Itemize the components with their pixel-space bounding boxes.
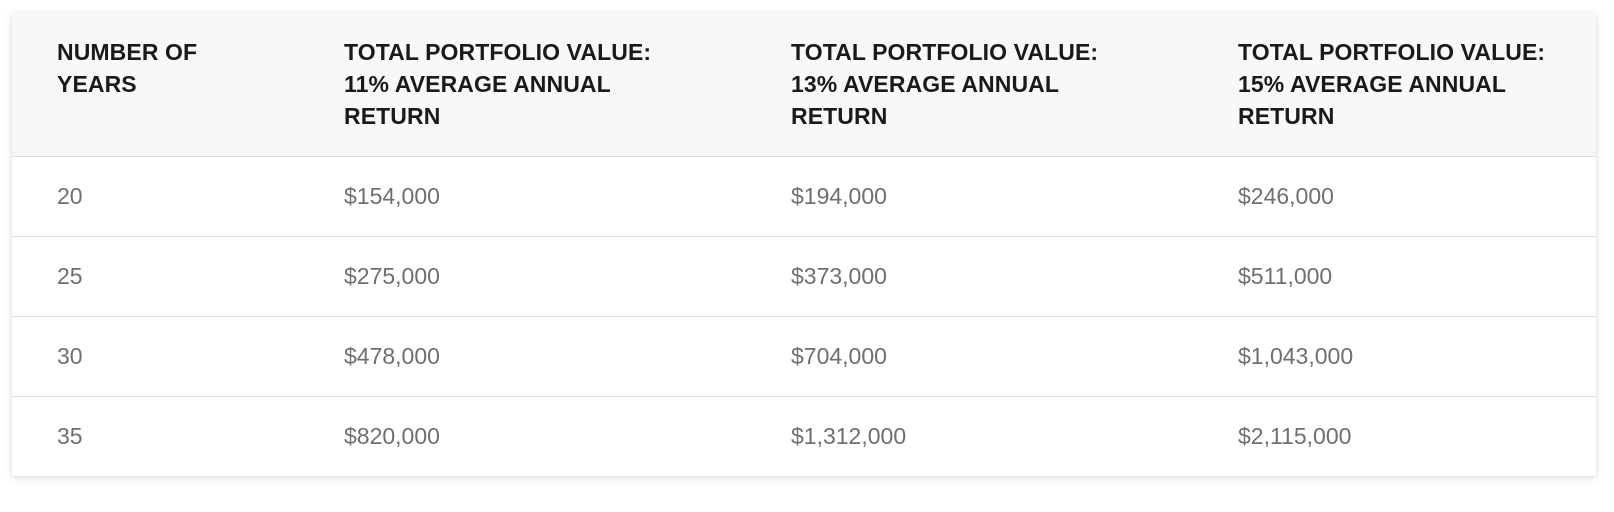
header-11-percent-return: TOTAL PORTFOLIO VALUE: 11% AVERAGE ANNUA… bbox=[298, 13, 745, 156]
header-line: 13% AVERAGE ANNUAL bbox=[791, 71, 1060, 97]
cell-years: 30 bbox=[57, 342, 83, 369]
header-line: TOTAL PORTFOLIO VALUE: bbox=[344, 39, 652, 65]
header-line: RETURN bbox=[791, 103, 888, 129]
table-header: NUMBER OF YEARS TOTAL PORTFOLIO VALUE: 1… bbox=[12, 13, 1596, 156]
header-line: YEARS bbox=[57, 71, 137, 97]
portfolio-value-table-card: NUMBER OF YEARS TOTAL PORTFOLIO VALUE: 1… bbox=[12, 13, 1596, 476]
cell-value-15: $2,115,000 bbox=[1238, 422, 1352, 449]
cell-value-13: $704,000 bbox=[791, 342, 887, 369]
cell-value-15: $511,000 bbox=[1238, 262, 1333, 289]
table-row: 25 $275,000 $373,000 $511,000 bbox=[12, 236, 1596, 316]
cell-value-15: $246,000 bbox=[1238, 182, 1334, 209]
cell-years: 25 bbox=[57, 262, 83, 289]
table-row: 30 $478,000 $704,000 $1,043,000 bbox=[12, 316, 1596, 396]
header-line: 11% AVERAGE ANNUAL bbox=[344, 71, 611, 97]
table-row: 20 $154,000 $194,000 $246,000 bbox=[12, 156, 1596, 236]
cell-value-13: $194,000 bbox=[791, 182, 887, 209]
header-number-of-years: NUMBER OF YEARS bbox=[12, 13, 298, 156]
cell-value-11: $154,000 bbox=[344, 182, 440, 209]
portfolio-value-table: NUMBER OF YEARS TOTAL PORTFOLIO VALUE: 1… bbox=[12, 13, 1596, 476]
header-line: NUMBER OF bbox=[57, 39, 198, 65]
header-row: NUMBER OF YEARS TOTAL PORTFOLIO VALUE: 1… bbox=[12, 13, 1596, 156]
header-line: TOTAL PORTFOLIO VALUE: bbox=[791, 39, 1099, 65]
header-line: RETURN bbox=[344, 103, 441, 129]
cell-value-13: $1,312,000 bbox=[791, 422, 907, 449]
table-body: 20 $154,000 $194,000 $246,000 25 $275,00… bbox=[12, 156, 1596, 476]
header-13-percent-return: TOTAL PORTFOLIO VALUE: 13% AVERAGE ANNUA… bbox=[745, 13, 1192, 156]
cell-value-13: $373,000 bbox=[791, 262, 887, 289]
cell-value-11: $275,000 bbox=[344, 262, 440, 289]
cell-years: 35 bbox=[57, 422, 83, 449]
header-15-percent-return: TOTAL PORTFOLIO VALUE: 15% AVERAGE ANNUA… bbox=[1192, 13, 1596, 156]
cell-value-15: $1,043,000 bbox=[1238, 342, 1354, 369]
header-line: 15% AVERAGE ANNUAL bbox=[1238, 71, 1507, 97]
cell-years: 20 bbox=[57, 182, 83, 209]
cell-value-11: $820,000 bbox=[344, 422, 440, 449]
table-row: 35 $820,000 $1,312,000 $2,115,000 bbox=[12, 396, 1596, 476]
cell-value-11: $478,000 bbox=[344, 342, 440, 369]
header-line: RETURN bbox=[1238, 103, 1335, 129]
header-line: TOTAL PORTFOLIO VALUE: bbox=[1238, 39, 1546, 65]
